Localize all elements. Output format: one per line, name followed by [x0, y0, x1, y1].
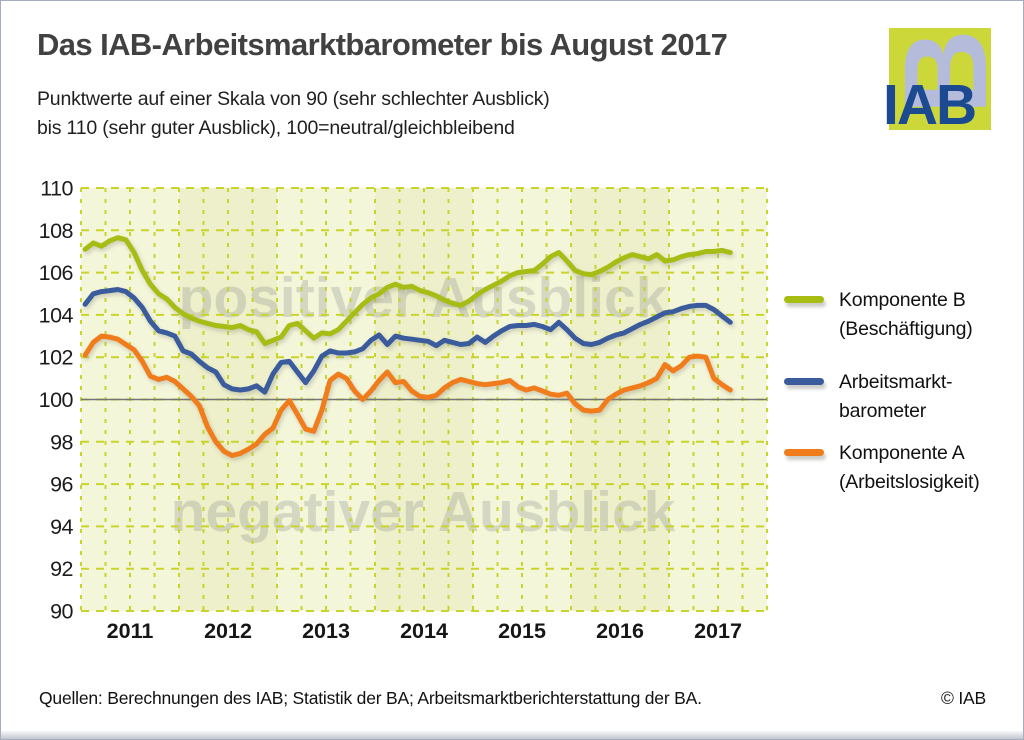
figure-subtitle: Punktwerte auf einer Skala von 90 (sehr … — [37, 85, 550, 143]
iab-logo: B IAB — [880, 28, 1012, 134]
y-tick-label: 90 — [50, 600, 73, 624]
figure-footer: Quellen: Berechnungen des IAB; Statistik… — [39, 688, 986, 709]
legend-label-komponente-a: Komponente A (Arbeitslosigkeit) — [839, 439, 980, 496]
legend-label-line: (Beschäftigung) — [839, 317, 973, 340]
copyright-note: © IAB — [941, 688, 986, 708]
y-tick-label: 110 — [40, 181, 73, 201]
y-tick-label: 96 — [50, 473, 73, 497]
y-tick-label: 108 — [39, 219, 74, 243]
legend-swatch-arbeitsmarktbarometer — [784, 378, 824, 385]
y-tick-label: 100 — [39, 388, 74, 412]
legend-item-arbeitsmarktbarometer: Arbeitsmarkt- barometer — [784, 368, 1019, 425]
sources-note: Quellen: Berechnungen des IAB; Statistik… — [39, 688, 702, 708]
x-tick-label-2016: 2016 — [596, 619, 644, 643]
legend-label-line: (Arbeitslosigkeit) — [839, 470, 980, 493]
x-tick-label-2014: 2014 — [400, 619, 448, 643]
figure-subtitle-line1: Punktwerte auf einer Skala von 90 (sehr … — [37, 88, 550, 110]
series-line-arbeitsmarktbarometer — [82, 287, 733, 395]
y-tick-label: 94 — [50, 515, 73, 539]
x-tick-label-2012: 2012 — [204, 619, 252, 643]
figure-title: Das IAB-Arbeitsmarktbarometer bis August… — [37, 27, 728, 62]
series-line-komponente-a-arbeitslosigkeit — [82, 333, 733, 458]
x-tick-label-2017: 2017 — [694, 619, 742, 643]
legend-swatch-komponente-a — [784, 449, 824, 456]
iab-logo-background — [889, 28, 991, 130]
figure-subtitle-line2: bis 110 (sehr guter Ausblick), 100=neutr… — [37, 117, 515, 139]
y-tick-label: 104 — [39, 303, 74, 327]
series-line-komponente-b-besch-ftigung — [82, 235, 733, 346]
legend-swatch-komponente-b — [784, 296, 824, 303]
legend-label-line: Arbeitsmarkt- — [839, 371, 953, 393]
y-tick-label: 106 — [39, 261, 74, 285]
iab-logo-wordmark: IAB — [883, 73, 977, 137]
legend-label-arbeitsmarktbarometer: Arbeitsmarkt- barometer — [839, 368, 953, 425]
x-tick-label-2011: 2011 — [107, 619, 154, 643]
legend-label-komponente-b: Komponente B (Beschäftigung) — [839, 286, 973, 343]
watermark-negative: negativer Ausblick — [171, 480, 676, 544]
y-tick-label: 102 — [39, 346, 73, 370]
x-tick-label-2015: 2015 — [498, 619, 546, 643]
chart-area: positiver Ausblick negativer Ausblick 90 92… — [31, 177, 791, 656]
legend-item-komponente-a: Komponente A (Arbeitslosigkeit) — [784, 439, 1019, 496]
legend-item-komponente-b: Komponente B (Beschäftigung) — [784, 286, 1019, 343]
legend-label-line: Komponente A — [839, 442, 965, 464]
y-tick-label: 98 — [50, 430, 73, 454]
x-tick-label-2013: 2013 — [302, 619, 350, 643]
legend-label-line: barometer — [839, 399, 927, 422]
y-tick-label: 92 — [50, 557, 73, 581]
legend-label-line: Komponente B — [839, 289, 966, 311]
